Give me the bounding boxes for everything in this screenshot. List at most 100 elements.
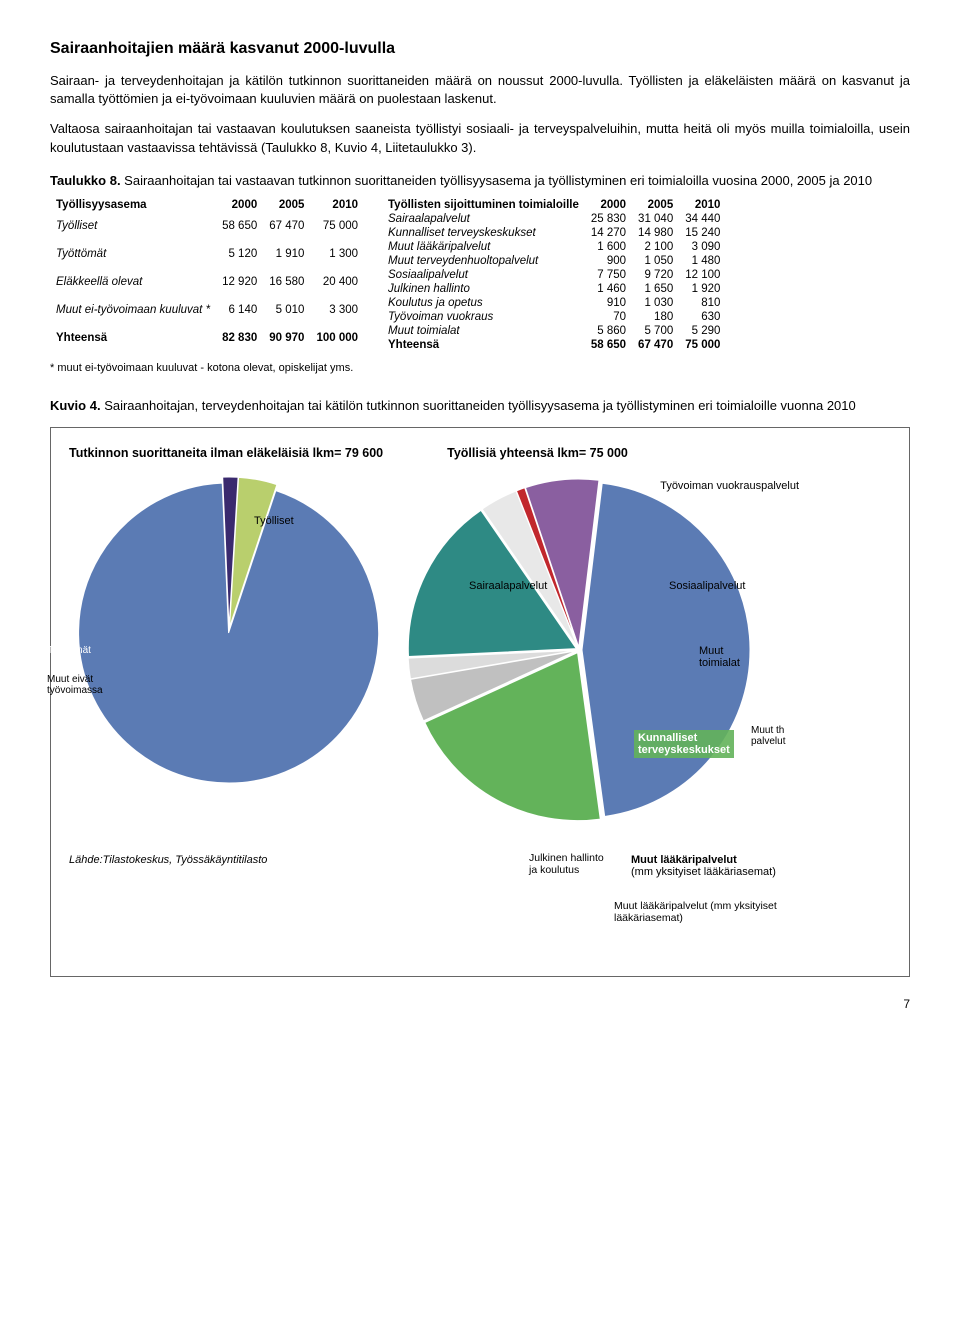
pies-row: TyöllisetTyöttömätMuut eivättyövoimassa … [69, 470, 891, 830]
table-total-row: Yhteensä58 65067 47075 000 [382, 338, 726, 352]
chart-bottom-row: Lähde:Tilastokeskus, Työssäkäyntitilasto… [69, 854, 891, 878]
table-header: 2000 [216, 198, 263, 212]
chart-caption-lead: Kuvio 4. [50, 398, 101, 413]
table-cell: 1 460 [585, 282, 632, 296]
table-cell: 5 120 [216, 240, 263, 268]
table-cell: 1 910 [263, 240, 310, 268]
table-cell: 3 090 [679, 240, 726, 254]
table-cell: 67 470 [632, 338, 679, 352]
pie-slice-label: Sosiaalipalvelut [669, 580, 745, 592]
table-cell: 5 010 [263, 296, 310, 324]
table-cell: 1 600 [585, 240, 632, 254]
table-cell: 5 700 [632, 324, 679, 338]
table-cell: 34 440 [679, 212, 726, 226]
table-cell: 1 050 [632, 254, 679, 268]
pie-slice-label: Työttömät [47, 645, 91, 656]
pie-outer-label: Julkinen hallintoja koulutus [529, 852, 699, 876]
table-cell: 6 140 [216, 296, 263, 324]
table-cell: Työvoiman vuokraus [382, 310, 585, 324]
table-cell: 810 [679, 296, 726, 310]
table-cell: Koulutus ja opetus [382, 296, 585, 310]
table-row: Eläkkeellä olevat12 92016 58020 400 [50, 268, 364, 296]
table-cell: 100 000 [310, 324, 364, 352]
paragraph-2: Valtaosa sairaanhoitajan tai vastaavan k… [50, 120, 910, 156]
table-cell: 20 400 [310, 268, 364, 296]
table-cell: 910 [585, 296, 632, 310]
section-heading: Sairaanhoitajien määrä kasvanut 2000-luv… [50, 40, 910, 58]
table-header: 2010 [310, 198, 364, 212]
table-cell: 67 470 [263, 212, 310, 240]
table-cell: 25 830 [585, 212, 632, 226]
table-total-row: Yhteensä82 83090 970100 000 [50, 324, 364, 352]
table-cell: Muut toimialat [382, 324, 585, 338]
pie-slice-label: Muut toimialat [699, 645, 759, 669]
pie-slice-label: Työlliset [254, 515, 294, 527]
table-row: Muut ei-työvoimaan kuuluvat *6 1405 0103… [50, 296, 364, 324]
table-row: Työvoiman vuokraus70180630 [382, 310, 726, 324]
table-cell: Eläkkeellä olevat [50, 268, 216, 296]
table-cell: Sosiaalipalvelut [382, 268, 585, 282]
paragraph-1: Sairaan- ja terveydenhoitajan ja kätilön… [50, 72, 910, 108]
table-row: Muut terveydenhuoltopalvelut9001 0501 48… [382, 254, 726, 268]
table-cell: 180 [632, 310, 679, 324]
table-cell: 90 970 [263, 324, 310, 352]
table-cell: 70 [585, 310, 632, 324]
table-header: 2010 [679, 198, 726, 212]
table-cell: Työttömät [50, 240, 216, 268]
table-cell: Kunnalliset terveyskeskukset [382, 226, 585, 240]
pie-slice-label: Muut eivättyövoimassa [47, 674, 103, 696]
pie-outer-label: Muut lääkäripalvelut (mm yksityiset lääk… [614, 900, 784, 924]
table-cell: 1 030 [632, 296, 679, 310]
pie-slice-label: Sairaalapalvelut [469, 580, 547, 592]
tables-row: Työllisyysasema200020052010Työlliset58 6… [50, 198, 910, 352]
table-cell: Työlliset [50, 212, 216, 240]
table-row: Koulutus ja opetus9101 030810 [382, 296, 726, 310]
table-cell: 900 [585, 254, 632, 268]
table-cell: 1 920 [679, 282, 726, 296]
table-cell: 7 750 [585, 268, 632, 282]
table-cell: 75 000 [679, 338, 726, 352]
right-table: Työllisten sijoittuminen toimialoille200… [382, 198, 726, 352]
table-row: Muut toimialat5 8605 7005 290 [382, 324, 726, 338]
table-caption-rest: Sairaanhoitajan tai vastaavan tutkinnon … [121, 173, 873, 188]
pie-slice-label: Muut thpalvelut [751, 725, 785, 747]
table-caption-lead: Taulukko 8. [50, 173, 121, 188]
table-cell: 12 100 [679, 268, 726, 282]
table-cell: 9 720 [632, 268, 679, 282]
chart-caption: Kuvio 4. Sairaanhoitajan, terveydenhoita… [50, 398, 910, 413]
table-row: Muut lääkäripalvelut1 6002 1003 090 [382, 240, 726, 254]
table-cell: Sairaalapalvelut [382, 212, 585, 226]
table-row: Työlliset58 65067 47075 000 [50, 212, 364, 240]
table-row: Julkinen hallinto1 4601 6501 920 [382, 282, 726, 296]
table-cell: 15 240 [679, 226, 726, 240]
table-row: Sairaalapalvelut25 83031 04034 440 [382, 212, 726, 226]
table-cell: 58 650 [216, 212, 263, 240]
chart-header-right: Työllisiä yhteensä lkm= 75 000 [447, 446, 891, 460]
table-cell: Yhteensä [382, 338, 585, 352]
table-cell: 1 650 [632, 282, 679, 296]
table-cell: Muut ei-työvoimaan kuuluvat * [50, 296, 216, 324]
pie-left: TyöllisetTyöttömätMuut eivättyövoimassa [69, 470, 389, 790]
table-header: 2005 [263, 198, 310, 212]
table-cell: 58 650 [585, 338, 632, 352]
chart-header-left: Tutkinnon suorittaneita ilman eläkeläisi… [69, 446, 447, 460]
table-cell: 3 300 [310, 296, 364, 324]
table-row: Sosiaalipalvelut7 7509 72012 100 [382, 268, 726, 282]
table-cell: Yhteensä [50, 324, 216, 352]
table-cell: 82 830 [216, 324, 263, 352]
source-line: Lähde:Tilastokeskus, Työssäkäyntitilasto [69, 854, 267, 878]
table-cell: 2 100 [632, 240, 679, 254]
table-row: Työttömät5 1201 9101 300 [50, 240, 364, 268]
table-header: Työllisyysasema [50, 198, 216, 212]
chart-caption-rest: Sairaanhoitajan, terveydenhoitajan tai k… [101, 398, 856, 413]
page-number: 7 [50, 997, 910, 1011]
table-cell: 5 860 [585, 324, 632, 338]
table-cell: Julkinen hallinto [382, 282, 585, 296]
table-cell: Muut terveydenhuoltopalvelut [382, 254, 585, 268]
table-footnote: * muut ei-työvoimaan kuuluvat - kotona o… [50, 362, 910, 374]
pie-right: SairaalapalvelutKunnallisetterveyskeskuk… [399, 470, 759, 830]
table-cell: 5 290 [679, 324, 726, 338]
table-cell: Muut lääkäripalvelut [382, 240, 585, 254]
chart-headers: Tutkinnon suorittaneita ilman eläkeläisi… [69, 446, 891, 460]
table-cell: 630 [679, 310, 726, 324]
